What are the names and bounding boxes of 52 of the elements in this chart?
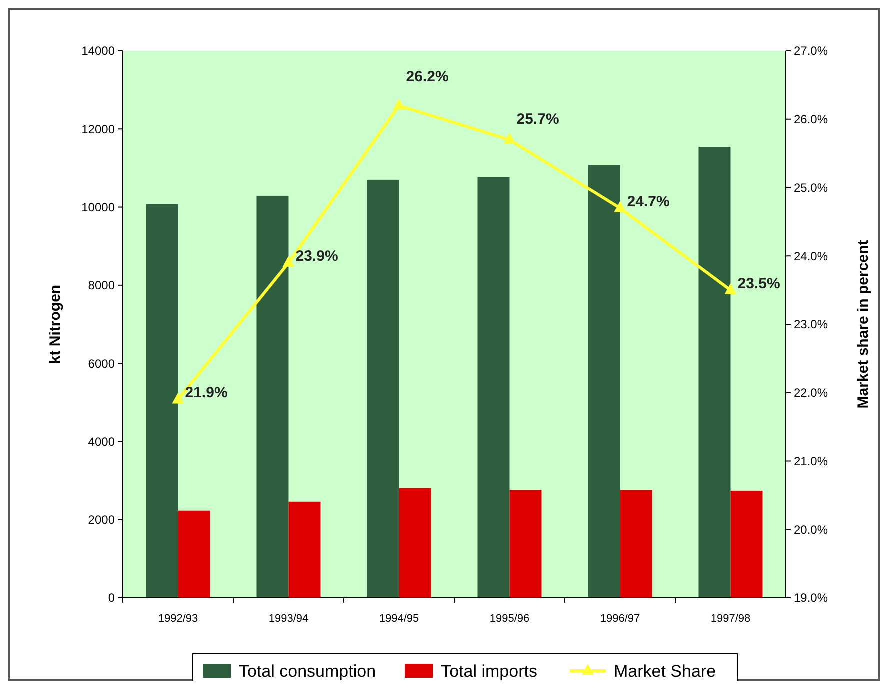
point [282, 256, 295, 267]
y2-tick-label: 26.0% [794, 112, 828, 127]
y-tick-label: 14000 [82, 44, 116, 58]
point [724, 283, 737, 294]
bar [288, 502, 321, 598]
legend-label: Total imports [441, 662, 538, 681]
point [504, 132, 516, 144]
x-tick-label: 1997/98 [710, 613, 751, 625]
y-tick-label: 8000 [88, 278, 116, 293]
x-tick-label: 1995/96 [490, 613, 530, 625]
point [614, 201, 626, 212]
data-label: 24.7% [627, 193, 670, 210]
y-tick-label: 4000 [88, 434, 116, 449]
y-axis-title: kt Nitrogen [47, 284, 64, 364]
y2-tick-label: 23.0% [794, 318, 828, 332]
x-tick-label: 1996/97 [600, 613, 640, 625]
data-label: 23.5% [738, 275, 780, 292]
x-tick-label: 1993/94 [268, 613, 309, 625]
y2-tick-label: 25.0% [794, 180, 828, 195]
y2-tick-label: 27.0% [794, 44, 828, 58]
y2-axis-title: Market share in percent [855, 240, 872, 409]
y2-tick-label: 20.0% [794, 522, 828, 537]
bar [588, 165, 620, 598]
bar [146, 204, 178, 598]
bar [698, 147, 731, 598]
y2-tick-label: 21.0% [794, 454, 828, 468]
data-label: 23.9% [296, 248, 338, 265]
data-label: 21.9% [185, 384, 228, 402]
bar [367, 180, 400, 598]
y2-tick-label: 22.0% [794, 386, 828, 400]
x-tick-label: 1994/95 [379, 613, 420, 625]
bar [510, 490, 542, 598]
y-tick-label: 10000 [82, 200, 116, 214]
bar [178, 510, 210, 598]
bar [620, 490, 652, 598]
bar [730, 490, 763, 598]
legend-label: Total consumption [239, 662, 376, 681]
bar [256, 196, 289, 598]
data-label: 26.2% [406, 68, 449, 86]
point [393, 98, 406, 110]
bar [399, 488, 432, 598]
x-tick-label: 1992/93 [158, 613, 198, 625]
data-label: 25.7% [516, 110, 560, 128]
y2-tick-label: 19.0% [794, 591, 828, 606]
legend-label: Market Share [614, 662, 716, 681]
y-tick-label: 12000 [82, 122, 116, 136]
y-tick-label: 0 [108, 591, 116, 606]
y-tick-label: 2000 [88, 513, 116, 528]
bar [478, 177, 510, 598]
y2-tick-label: 24.0% [794, 249, 828, 264]
point [172, 392, 184, 404]
y-tick-label: 6000 [88, 356, 116, 371]
